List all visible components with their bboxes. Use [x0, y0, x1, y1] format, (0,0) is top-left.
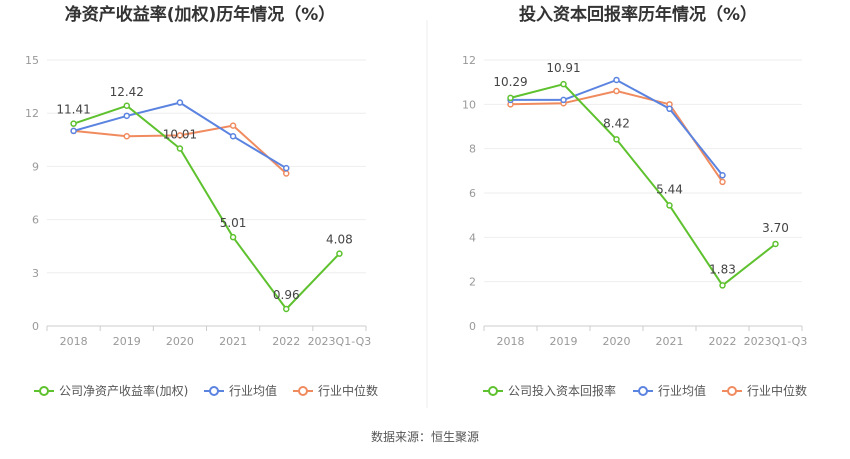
legend-label: 行业均值 [229, 383, 277, 398]
y-tick-label: 8 [469, 143, 476, 156]
x-tick-label: 2023Q1-Q3 [744, 335, 808, 348]
data-label: 8.42 [603, 116, 630, 130]
data-label: 12.42 [110, 85, 144, 99]
data-label: 1.83 [709, 262, 736, 276]
series-point-0 [613, 136, 620, 143]
y-tick-label: 0 [469, 320, 476, 333]
series-point-0 [560, 80, 567, 88]
y-tick-label: 12 [462, 54, 476, 67]
data-label: 3.70 [762, 221, 789, 235]
legend-label: 行业中位数 [747, 383, 807, 398]
data-label: 11.41 [56, 103, 90, 117]
y-tick-label: 6 [469, 187, 476, 200]
legend-label: 公司投入资本回报率 [508, 383, 616, 398]
legend-marker [209, 386, 219, 396]
x-tick-label: 2022 [709, 335, 737, 348]
series-point-0 [772, 240, 779, 248]
x-tick-label: 2019 [550, 335, 578, 348]
series-point-1 [666, 105, 673, 113]
series-point-1 [70, 127, 77, 135]
legend-marker [488, 386, 498, 396]
series-point-2 [123, 133, 130, 140]
data-label: 10.91 [546, 61, 580, 75]
legend-marker [638, 386, 648, 396]
series-point-0 [176, 145, 184, 152]
series-point-2 [283, 170, 290, 177]
y-tick-label: 2 [469, 276, 476, 289]
chart-title: 净资产收益率(加权)历年情况（%） [65, 4, 336, 25]
roe-chart: 净资产收益率(加权)历年情况（%） 0 3 6 9 12 15 2018 2019 2020 202… [25, 4, 378, 398]
x-tick-label: 2022 [272, 335, 300, 348]
chart-title: 投入资本回报率历年情况（%） [519, 4, 757, 25]
data-label: 10.01 [163, 127, 197, 141]
x-tick-label: 2021 [219, 335, 247, 348]
series-point-1 [283, 164, 290, 172]
y-tick-label: 10 [462, 98, 476, 111]
series-point-0 [123, 102, 130, 110]
y-tick-label: 3 [32, 267, 39, 280]
x-tick-label: 2023Q1-Q3 [308, 335, 372, 348]
data-source: 数据来源：恒生聚源 [370, 430, 479, 444]
series-point-1 [613, 76, 620, 84]
data-label: 5.01 [220, 216, 247, 230]
data-label: 4.08 [326, 233, 353, 247]
series-point-1 [229, 133, 237, 140]
y-tick-label: 15 [25, 54, 39, 67]
legend-marker [298, 386, 308, 396]
legend-marker [727, 386, 737, 396]
series-point-0 [336, 250, 343, 257]
series-point-1 [123, 112, 130, 120]
x-tick-label: 2019 [113, 335, 141, 348]
y-tick-label: 12 [25, 107, 39, 120]
series-point-2 [229, 122, 237, 129]
x-tick-label: 2020 [166, 335, 194, 348]
y-tick-label: 9 [32, 160, 39, 173]
series-point-1 [719, 172, 726, 179]
series-point-0 [507, 94, 514, 102]
legend-label: 公司净资产收益率(加权) [59, 383, 188, 398]
series-point-0 [719, 282, 726, 289]
roic-chart: 投入资本回报率历年情况（%） 0 2 4 6 8 10 12 2018 2019 2020 2021 2… [462, 4, 807, 398]
x-tick-label: 2020 [603, 335, 631, 348]
x-tick-label: 2018 [497, 335, 525, 348]
series-point-2 [719, 178, 726, 186]
series-line-0 [510, 83, 777, 287]
legend-marker [39, 386, 49, 396]
data-label: 10.29 [493, 75, 527, 89]
series-line-0 [73, 104, 341, 310]
x-tick-label: 2018 [60, 335, 88, 348]
series-point-0 [70, 120, 77, 127]
x-tick-label: 2021 [656, 335, 684, 348]
data-label: 0.96 [273, 288, 300, 302]
y-tick-label: 4 [469, 231, 476, 244]
series-point-2 [176, 132, 184, 139]
data-label: 5.44 [656, 182, 683, 196]
series-point-0 [229, 233, 237, 241]
series-point-1 [560, 96, 567, 104]
series-point-1 [176, 99, 184, 106]
legend-label: 行业中位数 [318, 383, 378, 398]
series-point-0 [666, 202, 673, 209]
legend-label: 行业均值 [658, 383, 706, 398]
series-point-0 [283, 305, 290, 313]
y-tick-label: 0 [32, 320, 39, 333]
series-point-2 [613, 87, 620, 95]
y-tick-label: 6 [32, 214, 39, 227]
